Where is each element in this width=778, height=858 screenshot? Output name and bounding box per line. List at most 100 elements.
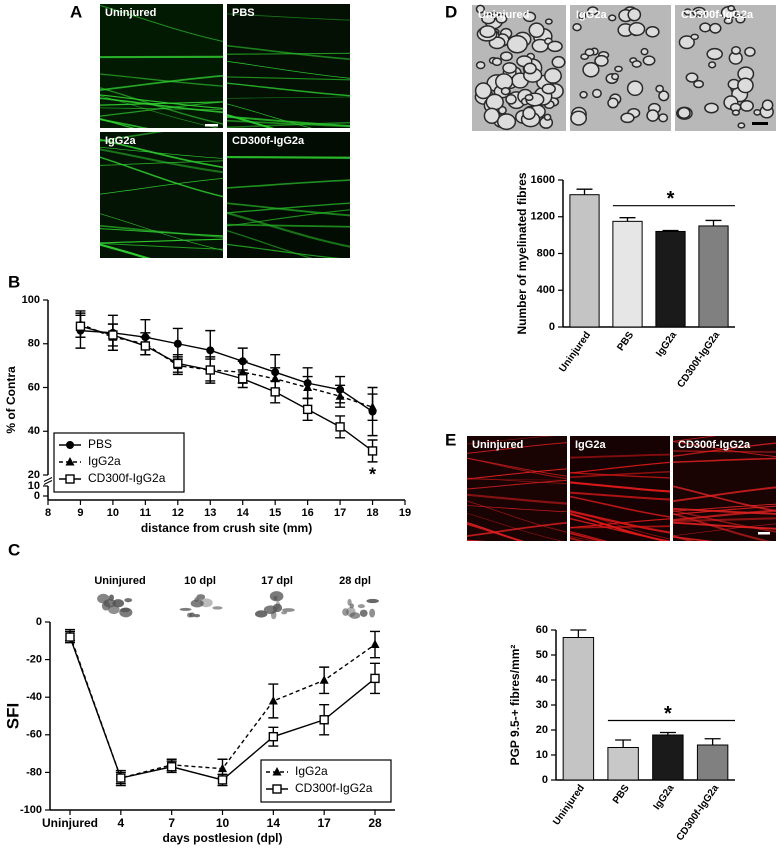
bar	[697, 745, 727, 780]
micrograph: IgG2a	[95, 123, 228, 279]
marker	[141, 342, 149, 350]
paw-blot	[180, 608, 192, 611]
x-tick-label: 17	[334, 507, 346, 519]
marker	[66, 633, 74, 641]
scale-bar	[752, 122, 768, 125]
micrograph: IgG2a	[570, 5, 671, 131]
marker	[371, 640, 380, 649]
fibre	[462, 540, 572, 546]
marker	[174, 359, 182, 367]
x-tick-label: 17	[317, 816, 331, 830]
x-tick-label: 9	[77, 507, 83, 519]
marker	[76, 322, 84, 330]
error-bar	[577, 189, 593, 195]
bar	[656, 231, 685, 327]
bar	[699, 226, 728, 327]
axon	[754, 110, 760, 115]
legend-label: IgG2a	[88, 454, 121, 468]
y-tick-label: 1600	[531, 174, 555, 186]
marker	[206, 366, 214, 374]
axon	[646, 27, 659, 37]
marker	[273, 785, 281, 793]
y-axis-label: % of Contra	[4, 366, 18, 434]
axon	[700, 23, 710, 32]
axon	[643, 56, 654, 65]
marker	[206, 346, 214, 354]
axon	[480, 26, 495, 38]
image-label: Uninjured	[472, 439, 523, 451]
panel-letter: A	[70, 2, 82, 21]
y-tick-label: 20	[536, 724, 548, 736]
axon	[609, 15, 616, 20]
error-bar	[615, 740, 631, 748]
axon	[612, 74, 619, 80]
image-label: PBS	[232, 7, 255, 19]
axon	[503, 63, 516, 73]
paw-blot	[120, 608, 130, 612]
axon	[545, 68, 561, 83]
micrograph: IgG2a	[565, 427, 675, 563]
image-label: IgG2a	[105, 135, 136, 147]
y-axis-label: PGP 9.5-+ fibres/mm²	[508, 645, 522, 766]
panel-letter: B	[8, 272, 20, 291]
marker	[269, 696, 278, 705]
y-tick-label: 400	[537, 284, 555, 296]
axon	[632, 61, 641, 67]
x-tick-label: 14	[267, 816, 281, 830]
error-bar	[706, 220, 722, 226]
bar	[608, 748, 638, 781]
y-tick-label: 10	[28, 480, 40, 492]
axon	[608, 98, 618, 107]
axon	[580, 92, 587, 98]
paw-blot	[358, 604, 365, 608]
axon	[496, 74, 513, 89]
y-tick-label: 40	[28, 425, 40, 437]
axon	[707, 49, 722, 60]
y-tick-label: 0	[542, 774, 548, 786]
marker	[269, 733, 277, 741]
paw-blot	[271, 610, 277, 619]
axon	[571, 111, 586, 125]
fibre	[222, 157, 355, 158]
y-tick-label: 100	[22, 294, 40, 306]
paw-blot	[369, 609, 375, 618]
micrograph: CD300f-IgG2a	[668, 428, 778, 564]
image-label: 17 dpl	[261, 575, 293, 587]
marker	[219, 776, 227, 784]
y-tick-label: 60	[536, 624, 548, 636]
y-tick-label: 60	[28, 381, 40, 393]
axon	[710, 24, 721, 33]
series-line	[70, 637, 375, 780]
marker	[168, 763, 176, 771]
axon	[628, 9, 640, 21]
axon	[629, 23, 644, 36]
axon	[548, 41, 562, 51]
x-axis-label: days postlesion (dpl)	[162, 831, 282, 845]
micrograph: CD300f-IgG2a	[222, 132, 355, 270]
y-tick-label: 800	[537, 247, 555, 259]
image-label: IgG2a	[576, 9, 607, 21]
x-tick-label: IgG2a	[652, 783, 677, 812]
marker	[304, 405, 312, 413]
legend-label: IgG2a	[295, 764, 328, 778]
y-axis-label: SFI	[3, 703, 22, 729]
x-tick-label: CD300f-IgG2a	[675, 783, 722, 843]
axon	[741, 101, 754, 111]
annotation: *	[369, 465, 376, 485]
paw-blot	[276, 601, 280, 609]
axon	[709, 62, 716, 68]
axon	[593, 89, 601, 97]
bar	[653, 735, 683, 780]
scale-bar	[758, 532, 770, 535]
image-label: 10 dpl	[184, 575, 216, 587]
y-axis-label: Number of myelinated fibres	[515, 172, 529, 334]
x-tick-label: 12	[172, 507, 184, 519]
axon	[544, 114, 550, 120]
micrograph: CD300f-IgG2a	[675, 5, 776, 131]
marker	[271, 388, 279, 396]
x-tick-label: IgG2a	[654, 330, 679, 359]
axon	[507, 36, 527, 53]
marker	[369, 447, 377, 455]
